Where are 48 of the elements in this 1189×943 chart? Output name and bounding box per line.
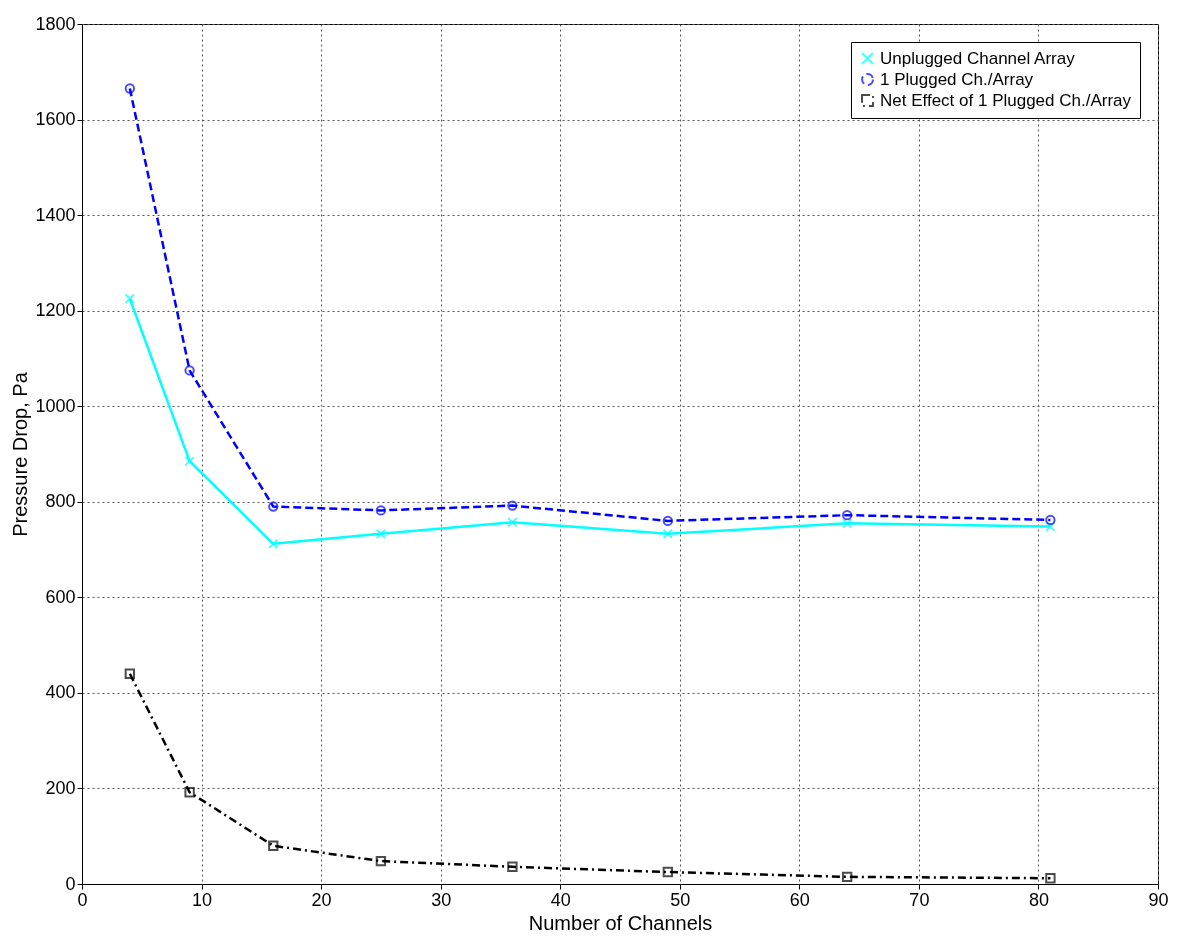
y-tick-label: 1000	[35, 395, 76, 416]
x-tick-label: 50	[670, 889, 691, 910]
y-tick-label: 800	[45, 491, 76, 512]
x-tick-label: 90	[1148, 889, 1169, 910]
point	[268, 538, 279, 550]
y-tick-label: 600	[45, 586, 76, 607]
legend-label: 1 Plugged Ch./Array	[880, 69, 1034, 89]
point	[662, 528, 674, 539]
point	[1045, 873, 1056, 884]
y-axis-title: Pressure Drop, Pa	[9, 371, 32, 537]
point	[841, 509, 853, 521]
point	[375, 528, 387, 539]
point	[184, 365, 195, 376]
point	[184, 787, 195, 798]
x-tick-label: 10	[192, 889, 213, 910]
point	[507, 861, 518, 872]
y-tick-label: 400	[45, 682, 76, 703]
point	[841, 518, 853, 529]
point	[507, 500, 518, 511]
y-tick-label: 1800	[35, 13, 76, 34]
point	[1045, 521, 1056, 532]
x-tick-label: 20	[311, 889, 332, 910]
x-tick-label: 80	[1028, 889, 1049, 910]
x-tick-label: 30	[431, 889, 452, 910]
y-tick-label: 1600	[35, 109, 76, 130]
point	[124, 668, 136, 679]
point	[375, 505, 387, 516]
y-tick-label: 1400	[35, 204, 76, 225]
y-tick-label: 1200	[35, 300, 76, 321]
x-tick-label: 40	[550, 889, 571, 910]
x-tick-label: 70	[909, 889, 930, 910]
x-axis-title: Number of Channels	[528, 911, 713, 934]
point	[124, 293, 136, 304]
point	[1045, 514, 1056, 526]
legend-label: Net Effect of 1 Plugged Ch./Array	[880, 90, 1132, 110]
point	[184, 455, 195, 467]
point	[507, 517, 518, 528]
point	[375, 855, 387, 867]
legend-label: Unplugged Channel Array	[880, 48, 1076, 68]
x-tick-label: 60	[789, 889, 810, 910]
point	[841, 871, 853, 883]
y-tick-label: 200	[45, 777, 76, 798]
point	[662, 515, 674, 527]
point	[124, 83, 136, 94]
y-tick-label: 0	[65, 873, 76, 894]
point	[268, 501, 279, 512]
point	[662, 866, 674, 878]
point	[268, 840, 279, 851]
